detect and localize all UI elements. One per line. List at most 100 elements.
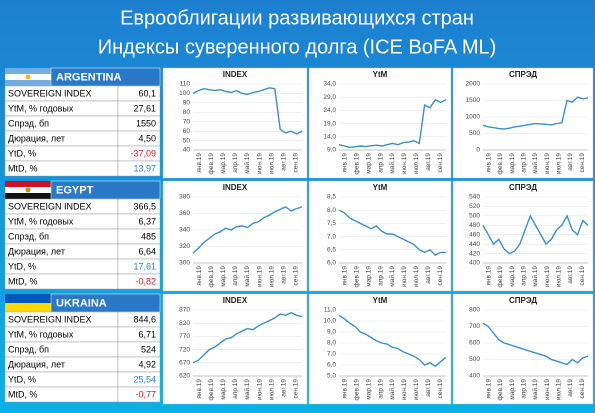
data-line bbox=[482, 96, 589, 130]
x-tick-label: май.19 bbox=[388, 379, 396, 400]
y-tick-label: 500 bbox=[469, 356, 480, 363]
y-tick-label: 8,5 bbox=[327, 194, 336, 201]
table-label: MtD, % bbox=[8, 163, 38, 173]
y-tick-label: 540 bbox=[469, 194, 480, 201]
flag-stripe bbox=[5, 68, 51, 75]
x-tick-label: июн.19 bbox=[256, 266, 263, 288]
x-tick-label: мар.19 bbox=[365, 266, 372, 287]
x-tick-label: фев.19 bbox=[208, 153, 215, 175]
x-tick-label: июл.19 bbox=[268, 266, 275, 288]
x-tick-label: июл.19 bbox=[556, 153, 563, 175]
x-tick-label: фев.19 bbox=[497, 153, 504, 175]
y-tick-label: 720 bbox=[179, 346, 190, 353]
x-tick-label: фев.19 bbox=[354, 153, 361, 175]
x-tick-label: фев.19 bbox=[497, 379, 504, 401]
table-cell bbox=[117, 160, 161, 177]
y-tick-label: 80 bbox=[183, 109, 191, 116]
y-tick-label: 420 bbox=[469, 250, 480, 257]
table-label: YtD, % bbox=[8, 261, 36, 271]
y-tick-label: 40 bbox=[183, 147, 191, 154]
y-tick-label: 300 bbox=[179, 260, 190, 267]
x-tick-label: авг.19 bbox=[567, 379, 574, 397]
chart-title: YtM bbox=[373, 296, 388, 305]
y-tick-label: 2000 bbox=[466, 81, 481, 88]
y-tick-label: 7,0 bbox=[327, 233, 336, 240]
y-tick-label: 10,0 bbox=[323, 318, 336, 325]
table-value: -0,82 bbox=[135, 276, 156, 286]
x-tick-label: янв.19 bbox=[486, 153, 493, 173]
x-tick-label: апр.19 bbox=[521, 266, 528, 286]
table-value: -37,09 bbox=[130, 148, 156, 158]
x-tick-label: май.19 bbox=[531, 153, 539, 174]
x-tick-label: фев.19 bbox=[354, 266, 361, 288]
table-label: YtD, % bbox=[8, 148, 36, 158]
x-tick-label: янв.19 bbox=[342, 379, 349, 399]
table-value: 17,61 bbox=[133, 261, 156, 271]
chart-title: СПРЭД bbox=[509, 70, 537, 79]
x-tick-label: сен.19 bbox=[437, 266, 444, 286]
y-tick-label: 7,0 bbox=[327, 351, 336, 358]
table-label: Дюрация, лет bbox=[8, 359, 65, 369]
x-tick-label: авг.19 bbox=[567, 266, 574, 284]
x-tick-label: июн.19 bbox=[401, 379, 408, 401]
y-tick-label: 9,0 bbox=[327, 147, 336, 154]
x-tick-label: янв.19 bbox=[342, 153, 349, 173]
table-value: 6,71 bbox=[138, 329, 156, 339]
x-tick-label: мар.19 bbox=[365, 153, 372, 174]
x-tick-label: июл.19 bbox=[268, 379, 275, 401]
x-tick-label: сен.19 bbox=[579, 266, 586, 286]
flag-stripe bbox=[5, 303, 51, 313]
data-line bbox=[192, 311, 303, 364]
x-tick-label: июн.19 bbox=[544, 379, 551, 401]
y-tick-label: 29,0 bbox=[323, 94, 336, 101]
x-tick-label: мар.19 bbox=[365, 379, 372, 400]
table-label: MtD, % bbox=[8, 389, 38, 399]
country-name: UKRAINA bbox=[56, 297, 107, 309]
chart-frame bbox=[308, 67, 452, 179]
x-tick-label: сен.19 bbox=[437, 379, 444, 399]
y-tick-label: 380 bbox=[179, 194, 190, 201]
x-tick-label: авг.19 bbox=[281, 153, 288, 171]
y-tick-label: 7,5 bbox=[327, 220, 336, 227]
y-tick-label: 9,0 bbox=[327, 329, 336, 336]
table-label: Спрэд, бп bbox=[8, 118, 49, 128]
x-tick-label: фев.19 bbox=[208, 379, 215, 401]
y-tick-label: 360 bbox=[179, 210, 190, 217]
table-value: 60,1 bbox=[138, 88, 156, 98]
x-tick-label: авг.19 bbox=[567, 153, 574, 171]
chart-frame bbox=[452, 67, 594, 179]
y-tick-label: 520 bbox=[469, 203, 480, 210]
x-tick-label: июл.19 bbox=[556, 266, 563, 288]
x-tick-label: мар.19 bbox=[220, 153, 227, 174]
x-tick-label: авг.19 bbox=[425, 379, 432, 397]
y-tick-label: 8,0 bbox=[327, 207, 336, 214]
chart-title: INDEX bbox=[223, 70, 248, 79]
table-cell bbox=[117, 386, 161, 403]
data-line bbox=[338, 314, 447, 367]
y-tick-label: 90 bbox=[183, 100, 191, 107]
x-tick-label: апр.19 bbox=[521, 379, 528, 399]
x-tick-label: сен.19 bbox=[293, 379, 300, 399]
table-label: MtD, % bbox=[8, 276, 38, 286]
x-tick-label: янв.19 bbox=[486, 266, 493, 286]
table-label: SOVEREIGN INDEX bbox=[8, 88, 92, 98]
data-line bbox=[192, 87, 303, 135]
y-tick-label: 460 bbox=[469, 231, 480, 238]
y-tick-label: 820 bbox=[179, 320, 190, 327]
flag-stripe bbox=[5, 181, 51, 188]
x-tick-label: июл.19 bbox=[413, 153, 420, 175]
y-tick-label: 1000 bbox=[466, 114, 481, 121]
chart-title: СПРЭД bbox=[509, 183, 537, 192]
x-tick-label: июн.19 bbox=[401, 153, 408, 175]
table-value: -0,77 bbox=[135, 389, 156, 399]
x-tick-label: май.19 bbox=[388, 153, 396, 174]
y-tick-label: 440 bbox=[469, 241, 480, 248]
x-tick-label: сен.19 bbox=[437, 153, 444, 173]
x-tick-label: фев.19 bbox=[208, 266, 215, 288]
country-name: ARGENTINA bbox=[56, 71, 121, 83]
y-tick-label: 1500 bbox=[466, 97, 481, 104]
x-tick-label: сен.19 bbox=[293, 266, 300, 286]
y-tick-label: 5,0 bbox=[327, 373, 336, 380]
